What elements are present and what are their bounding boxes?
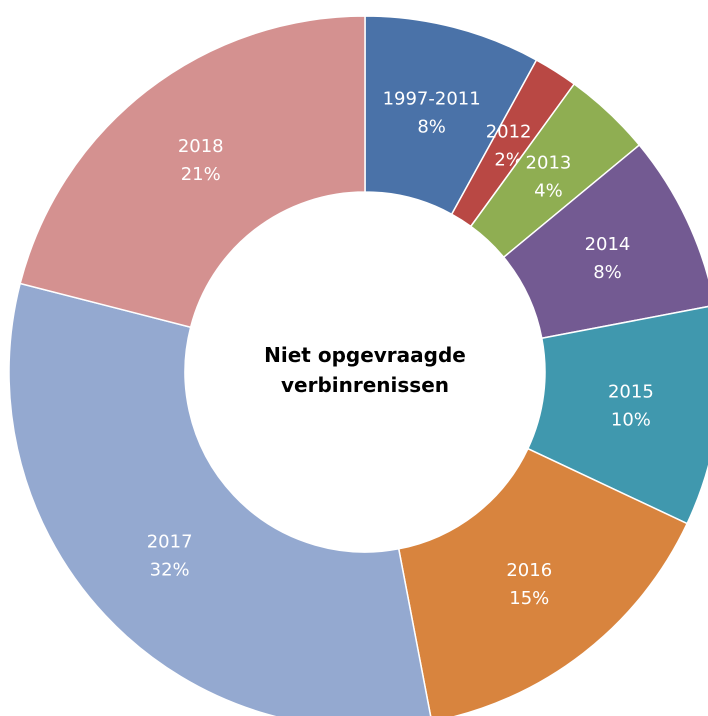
slice-value-label: 32%: [150, 559, 190, 580]
slice-category-label: 2015: [608, 382, 654, 403]
donut-slice: [502, 144, 708, 340]
slice-value-label: 4%: [534, 181, 563, 202]
slice-category-label: 2013: [526, 153, 572, 174]
slice-value-label: 8%: [417, 116, 446, 137]
slice-category-label: 2017: [147, 531, 193, 552]
slice-category-label: 2014: [585, 234, 631, 255]
slice-value-label: 10%: [611, 410, 651, 431]
slice-category-label: 2012: [486, 122, 532, 143]
slice-category-label: 2016: [506, 560, 552, 581]
slice-category-label: 2018: [178, 136, 224, 157]
donut-slice: [8, 282, 432, 716]
slice-category-label: 1997-2011: [383, 88, 481, 109]
slice-value-label: 21%: [181, 164, 221, 185]
donut-slice: [19, 15, 366, 329]
donut-slice: [397, 447, 689, 716]
slice-value-label: 15%: [509, 588, 549, 609]
chart-title: Niet opgevraagde verbinrenissen: [264, 343, 466, 397]
slice-value-label: 8%: [593, 262, 622, 283]
